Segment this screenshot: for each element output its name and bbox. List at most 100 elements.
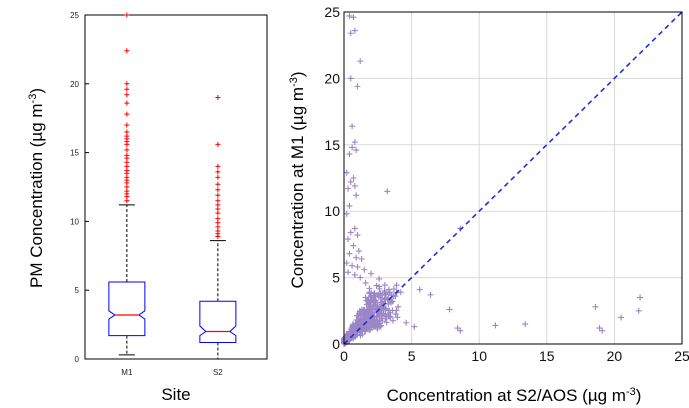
scatter-point: [345, 236, 352, 243]
scatter-point: [345, 269, 352, 276]
scatter-point: [364, 313, 371, 320]
boxplot-outlier-marker: [124, 100, 130, 106]
boxplot-plot-area: [84, 14, 268, 360]
scatter-point: [358, 256, 365, 263]
boxplot-outlier-marker: [215, 216, 221, 222]
scatter-point: [343, 169, 350, 176]
scatter-point: [354, 263, 361, 270]
scatter-point: [351, 271, 358, 278]
scatter-point: [382, 310, 389, 317]
scatter-x-axis-label-sup: -3: [626, 386, 636, 398]
scatter-point: [416, 286, 423, 293]
scatter-point: [457, 327, 464, 334]
scatter-point: [363, 310, 370, 317]
scatter-point: [363, 323, 370, 330]
scatter-point: [353, 254, 360, 261]
scatter-y-axis-label-end: ): [288, 71, 307, 77]
scatter-point: [635, 307, 642, 314]
boxplot-outlier-marker: [215, 192, 221, 198]
boxplot-boxes: [108, 12, 237, 360]
scatter-point: [392, 311, 399, 318]
scatter-chart: 0 5 10 15 20 25 0 5 10 15 20 25 Concentration at S…: [288, 4, 689, 405]
scatter-x-tick-label: 5: [408, 348, 416, 364]
scatter-point: [351, 225, 358, 232]
scatter-point: [373, 313, 380, 320]
scatter-point: [385, 300, 392, 307]
scatter-point: [349, 144, 356, 151]
scatter-point: [381, 296, 388, 303]
scatter-point: [362, 279, 369, 286]
scatter-point: [393, 307, 400, 314]
boxplot-outlier-marker: [124, 86, 130, 92]
scatter-point: [354, 83, 361, 90]
scatter-point: [393, 282, 400, 289]
scatter-point: [347, 30, 354, 37]
scatter-point: [618, 314, 625, 321]
boxplot-box: [108, 281, 146, 337]
scatter-x-ticks: 0 5 10 15 20 25: [340, 348, 689, 364]
scatter-x-axis-label-end: ): [636, 386, 642, 405]
scatter-point: [346, 12, 353, 19]
boxplot-chart: 0 5 10 15 20 25 M1 S2 Site PM Concentration (µ…: [27, 11, 268, 404]
scatter-point: [362, 327, 369, 334]
scatter-point: [355, 248, 362, 255]
scatter-point: [376, 275, 383, 282]
scatter-point: [377, 290, 384, 297]
scatter-point: [599, 327, 606, 334]
scatter-point: [343, 259, 350, 266]
scatter-point: [368, 292, 375, 299]
scatter-point: [384, 188, 391, 195]
scatter-point: [637, 294, 644, 301]
scatter-point: [350, 14, 357, 21]
scatter-point: [360, 317, 367, 324]
scatter-point: [345, 336, 352, 343]
boxplot-box: [199, 300, 237, 343]
scatter-x-tick-label: 15: [539, 348, 555, 364]
boxplot-outlier-marker: [124, 48, 130, 54]
scatter-point: [376, 285, 383, 292]
scatter-point: [383, 319, 390, 326]
scatter-y-ticks: 0 5 10 15 20 25: [324, 4, 340, 352]
scatter-point: [370, 316, 377, 323]
scatter-point: [376, 320, 383, 327]
scatter-point: [350, 242, 357, 249]
scatter-point: [356, 310, 363, 317]
boxplot-outlier-marker: [124, 152, 130, 158]
boxplot-x-axis-label: Site: [161, 385, 190, 404]
scatter-point: [350, 327, 357, 334]
boxplot-y-axis-label-sup: -3: [27, 94, 39, 104]
scatter-point: [353, 147, 360, 154]
scatter-x-tick-label: 20: [607, 348, 623, 364]
scatter-point: [365, 296, 372, 303]
scatter-point: [390, 286, 397, 293]
scatter-plot-frame: [343, 11, 683, 345]
scatter-point: [454, 325, 461, 332]
scatter-point: [361, 266, 368, 273]
scatter-point: [403, 319, 410, 326]
scatter-y-tick-label: 10: [324, 203, 340, 219]
boxplot-outlier-marker: [215, 163, 221, 169]
scatter-point: [373, 282, 380, 289]
scatter-point: [368, 297, 375, 304]
scatter-point: [346, 151, 353, 158]
scatter-point: [346, 202, 353, 209]
scatter-point: [346, 250, 353, 257]
boxplot-outlier-marker: [124, 81, 130, 87]
boxplot-y-axis-label-main: PM Concentration (µg m: [27, 103, 46, 288]
scatter-x-tick-label: 0: [340, 348, 348, 364]
boxplot-x-ticks: M1 S2: [121, 368, 223, 377]
boxplot-y-tick-label: 25: [70, 11, 79, 20]
scatter-point: [357, 332, 364, 339]
scatter-point: [371, 290, 378, 297]
scatter-y-tick-label: 15: [324, 137, 340, 153]
scatter-point: [347, 330, 354, 337]
boxplot-outlier-marker: [124, 92, 130, 98]
boxplot-outlier-marker: [124, 12, 130, 18]
scatter-point: [347, 178, 354, 185]
boxplot-y-axis-label-end: ): [27, 88, 46, 94]
boxplot-y-tick-label: 10: [70, 217, 79, 226]
boxplot-y-tick-label: 5: [75, 286, 80, 295]
boxplot-outlier-marker: [124, 111, 130, 117]
boxplot-outlier-marker: [124, 147, 130, 153]
